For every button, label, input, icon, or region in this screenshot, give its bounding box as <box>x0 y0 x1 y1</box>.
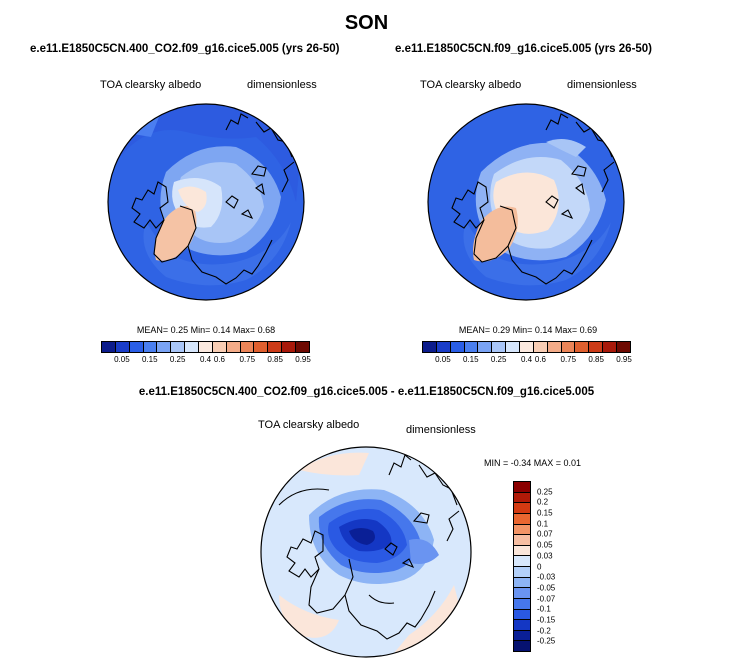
diff-colorbar-swatch <box>514 524 530 536</box>
colorbar-swatch <box>143 342 158 352</box>
colorbar-tick-label: 0.95 <box>616 355 632 364</box>
diff-polar-map <box>260 446 472 658</box>
diff-colorbar-tick-label: -0.1 <box>537 604 551 614</box>
panel1-colorbar-ticks: 0.05 0.15 0.25 0.4 0.6 0.75 0.85 0.95 <box>101 355 311 367</box>
colorbar-tick-label: 0.6 <box>534 355 546 364</box>
panel1-stats: MEAN= 0.25 Min= 0.14 Max= 0.68 <box>136 325 276 335</box>
diff-colorbar-tick-label: -0.05 <box>537 583 556 593</box>
diff-colorbar-tick-label: 0.25 <box>537 487 553 497</box>
diff-colorbar-tick-label: -0.2 <box>537 626 551 636</box>
colorbar-tick-label: 0.75 <box>239 355 256 364</box>
diff-units-label: dimensionless <box>406 424 476 436</box>
season-title: SON <box>344 12 389 34</box>
colorbar-tick-label: 0.05 <box>435 355 451 364</box>
diff-colorbar-swatch <box>514 513 530 525</box>
colorbar-tick-label: 0.4 <box>520 355 533 364</box>
diff-colorbar-tick-label: 0 <box>537 562 542 571</box>
diff-colorbar-tick-label: -0.25 <box>537 636 556 646</box>
colorbar-tick-label: 0.4 <box>199 355 212 364</box>
diff-colorbar-swatch <box>514 567 530 578</box>
colorbar-swatch <box>492 342 507 352</box>
colorbar-tick-label: 0.25 <box>169 355 186 364</box>
colorbar-swatch <box>115 342 130 352</box>
colorbar-swatch <box>282 342 297 352</box>
diff-colorbar-ticks: 0.25 0.2 0.15 0.1 0.07 0.05 0.03 0 -0.03 -0.05 -0.… <box>537 481 577 652</box>
diff-colorbar-swatch <box>514 545 530 557</box>
diff-colorbar-swatch <box>514 556 530 567</box>
panel2-stats: MEAN= 0.29 Min= 0.14 Max= 0.69 <box>458 325 598 335</box>
colorbar-swatch <box>199 342 213 352</box>
colorbar-swatch <box>547 342 562 352</box>
colorbar-swatch <box>478 342 493 352</box>
diff-colorbar-tick-label: 0.15 <box>537 508 553 518</box>
diff-colorbar-swatch <box>514 641 530 651</box>
diff-colorbar-swatch <box>514 598 530 610</box>
panel1-case-title: e.e11.E1850C5CN.400_CO2.f09_g16.cice5.00… <box>30 43 340 55</box>
diff-colorbar-tick-label: -0.07 <box>537 594 556 604</box>
colorbar-swatch <box>129 342 144 352</box>
panel2-case-title: e.e11.E1850C5CN.f09_g16.cice5.005 (yrs 2… <box>395 43 653 55</box>
colorbar-swatch <box>575 342 590 352</box>
diff-colorbar <box>513 481 531 652</box>
colorbar-swatch <box>617 342 630 352</box>
diff-colorbar-swatch <box>514 577 530 589</box>
colorbar-tick-label: 0.75 <box>560 355 577 364</box>
colorbar-swatch <box>171 342 186 352</box>
panel2-units-label: dimensionless <box>567 79 637 91</box>
colorbar-swatch <box>464 342 479 352</box>
panel1-units-label: dimensionless <box>247 79 317 91</box>
diff-colorbar-swatch <box>514 503 530 514</box>
panel1-variable-label: TOA clearsky albedo <box>100 79 202 91</box>
colorbar-swatch <box>561 342 576 352</box>
colorbar-swatch <box>506 342 521 352</box>
colorbar-tick-label: 0.15 <box>141 355 158 364</box>
colorbar-swatch <box>436 342 451 352</box>
colorbar-swatch <box>102 342 116 352</box>
colorbar-swatch <box>185 342 200 352</box>
panel2-variable-label: TOA clearsky albedo <box>420 79 522 91</box>
panel2-polar-map <box>427 103 625 301</box>
colorbar-tick-label: 0.05 <box>114 355 130 364</box>
colorbar-swatch <box>450 342 465 352</box>
colorbar-tick-label: 0.95 <box>295 355 311 364</box>
diff-colorbar-swatch <box>514 588 530 599</box>
colorbar-tick-label: 0.6 <box>213 355 225 364</box>
colorbar-swatch <box>240 342 255 352</box>
diff-variable-label: TOA clearsky albedo <box>258 419 360 431</box>
colorbar-swatch <box>254 342 269 352</box>
colorbar-swatch <box>268 342 283 352</box>
diff-stats: MIN = -0.34 MAX = 0.01 <box>484 458 582 468</box>
diff-colorbar-tick-label: 0.1 <box>537 519 549 529</box>
colorbar-swatch <box>296 342 309 352</box>
colorbar-swatch <box>423 342 437 352</box>
diff-colorbar-swatch <box>514 620 530 631</box>
diff-title: e.e11.E1850C5CN.400_CO2.f09_g16.cice5.00… <box>138 386 595 398</box>
diff-colorbar-swatch <box>514 630 530 642</box>
diff-colorbar-tick-label: 0.07 <box>537 529 553 539</box>
colorbar-swatch <box>533 342 548 352</box>
panel2-colorbar-ticks: 0.05 0.15 0.25 0.4 0.6 0.75 0.85 0.95 <box>422 355 632 367</box>
panel2-colorbar <box>422 341 631 353</box>
panel1-polar-map <box>107 103 305 301</box>
colorbar-swatch <box>226 342 241 352</box>
colorbar-swatch <box>603 342 618 352</box>
diff-colorbar-tick-label: -0.15 <box>537 615 556 625</box>
diff-colorbar-swatch <box>514 482 530 493</box>
colorbar-tick-label: 0.85 <box>588 355 604 364</box>
colorbar-tick-label: 0.25 <box>490 355 507 364</box>
colorbar-swatch <box>520 342 534 352</box>
diff-colorbar-swatch <box>514 609 530 621</box>
diff-colorbar-swatch <box>514 535 530 546</box>
diff-colorbar-swatch <box>514 492 530 504</box>
panel1-colorbar <box>101 341 310 353</box>
colorbar-swatch <box>157 342 172 352</box>
colorbar-swatch <box>212 342 227 352</box>
diff-colorbar-tick-label: 0.05 <box>537 540 553 550</box>
diff-colorbar-tick-label: 0.2 <box>537 497 549 507</box>
diff-colorbar-tick-label: -0.03 <box>537 572 556 582</box>
colorbar-tick-label: 0.85 <box>267 355 283 364</box>
colorbar-swatch <box>589 342 604 352</box>
diff-colorbar-tick-label: 0.03 <box>537 551 553 561</box>
colorbar-tick-label: 0.15 <box>462 355 479 364</box>
